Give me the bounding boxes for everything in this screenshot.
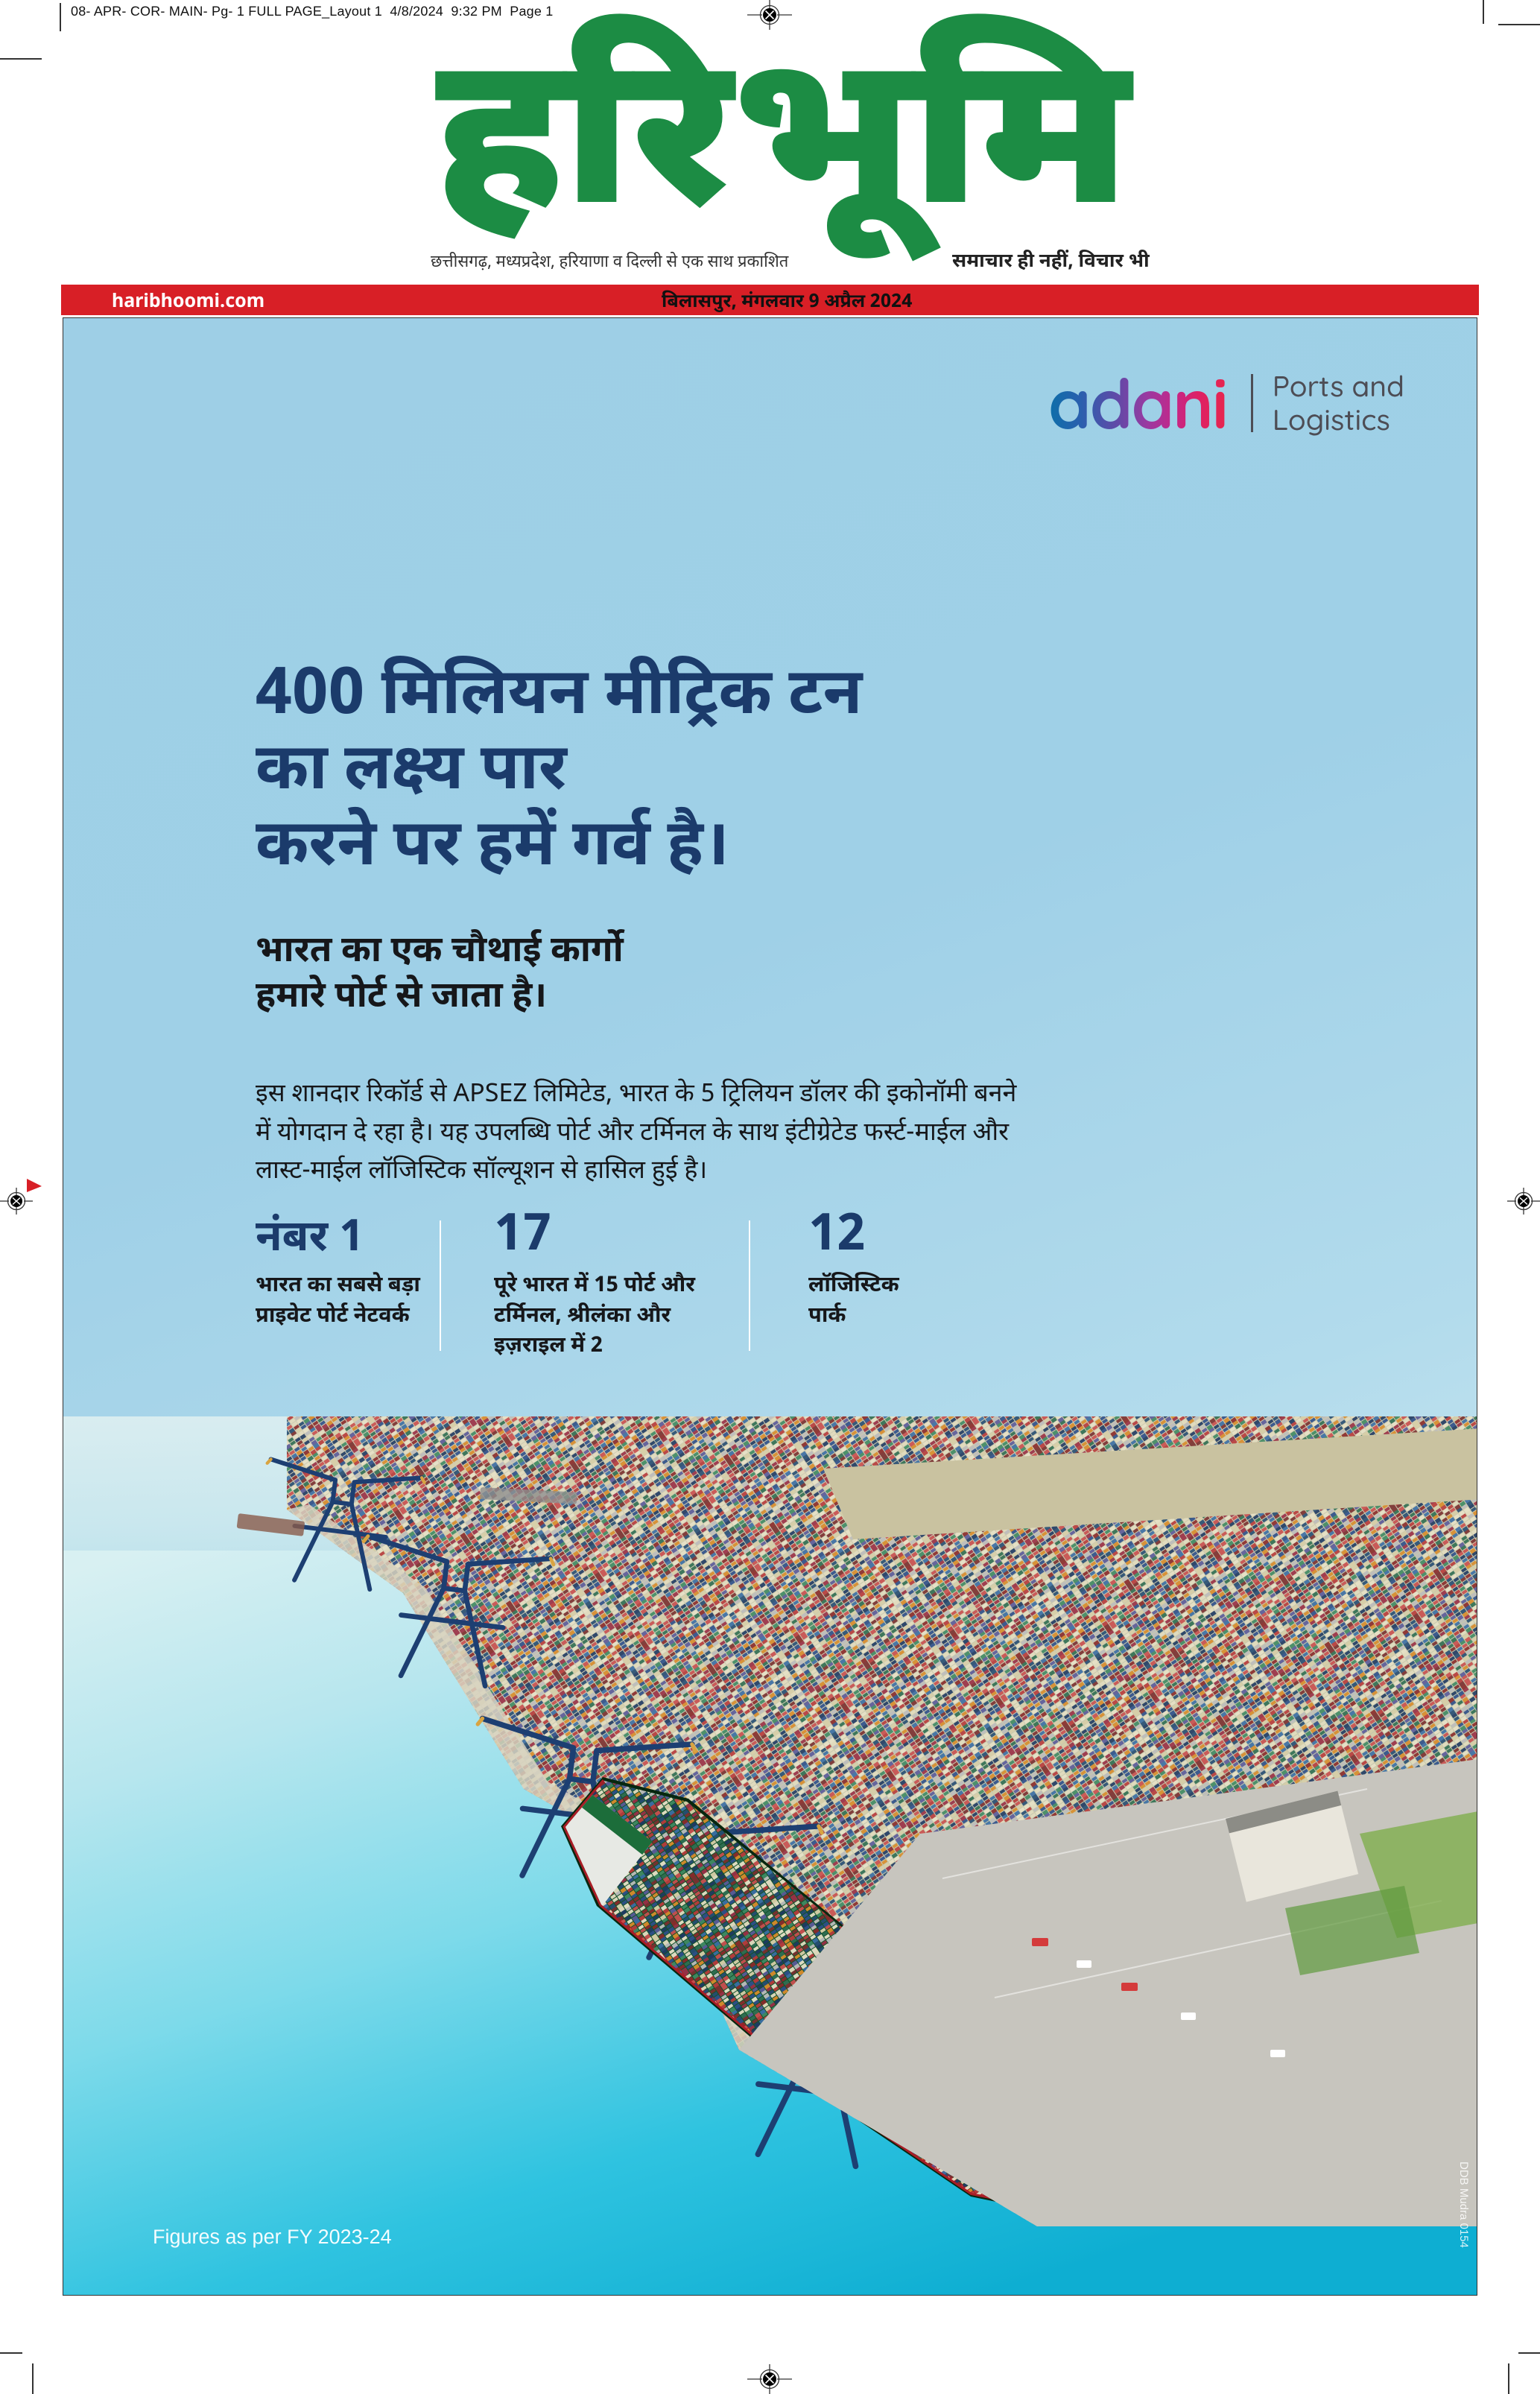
svg-text:DDB Mudra 0154: DDB Mudra 0154 [1457,2162,1470,2248]
svg-text:Figures as per FY 2023-24: Figures as per FY 2023-24 [153,2226,392,2248]
